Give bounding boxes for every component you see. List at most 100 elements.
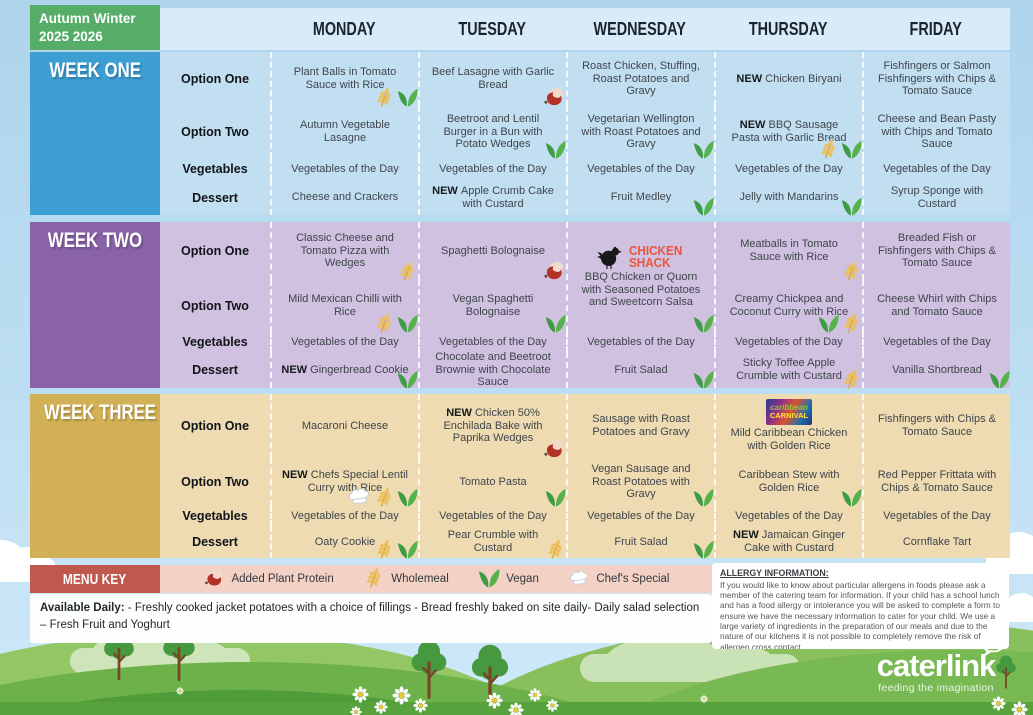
vegan-icon: [840, 195, 863, 218]
menu-item-text: Vanilla Shortbread: [892, 363, 982, 376]
tree: [468, 642, 512, 708]
row-label-option-one: Option One: [180, 244, 250, 258]
menu-cell-week2-option-two-friday: Cheese Whirl with Chips and Tomato Sauce: [862, 280, 1010, 332]
caribbean-carnival-logo: caribbean CARNIVAL: [766, 399, 812, 426]
menu-item-text: Vegetables of the Day: [883, 509, 991, 522]
menu-item-text: Beetroot and Lentil Burger in a Bun with…: [443, 112, 543, 151]
menu-key-item-vegan: Vegan: [477, 566, 539, 593]
row-label-option-one: Option One: [180, 419, 250, 433]
available-daily-label: Available Daily:: [40, 602, 125, 614]
menu-item-text: Syrup Sponge with Custard: [890, 184, 984, 210]
menu-cell-week3-dessert-wednesday: Fruit Salad: [566, 526, 714, 559]
daisy-flower: [546, 699, 559, 712]
menu-item-text: NEW Apple Crumb Cake with Custard: [432, 184, 554, 210]
menu-item-text: Chocolate and Beetroot Brownie with Choc…: [435, 350, 551, 389]
row-label-vegetables: Vegetables: [182, 335, 248, 349]
menu-item-text: NEW Gingerbread Cookie: [281, 363, 409, 376]
menu-item-text: Vegetarian Wellington with Roast Potatoe…: [581, 112, 701, 151]
menu-item-text: Vegetables of the Day: [587, 162, 695, 175]
menu-item-text: Vegan Spaghetti Bolognaise: [452, 293, 534, 318]
vegan-icon: [396, 538, 419, 561]
menu-cell-week3-vegetables-wednesday: Vegetables of the Day: [566, 506, 714, 526]
menu-cell-week2-vegetables-friday: Vegetables of the Day: [862, 332, 1010, 352]
menu-cell-week1-dessert-tuesday: NEW Apple Crumb Cake with Custard: [418, 180, 566, 215]
vegan-icon: [396, 312, 419, 335]
menu-cell-week2-option-two-tuesday: Vegan Spaghetti Bolognaise: [418, 280, 567, 335]
plant-protein-icon: [541, 259, 567, 283]
menu-cell-week2-vegetables-thursday: Vegetables of the Day: [714, 332, 862, 352]
brand-name: caterlink: [876, 648, 997, 683]
menu-cell-week2-dessert-wednesday: Fruit Salad: [566, 352, 714, 389]
menu-item-text: Plant Balls in Tomato Sauce with Rice: [293, 66, 397, 91]
vegan-icon: [396, 486, 419, 509]
menu-cell-week1-option-two-thursday: NEW BBQ Sausage Pasta with Garlic Bread: [714, 106, 862, 159]
menu-item-text: Breaded Fish or Fishfingers with Chips &…: [878, 231, 996, 270]
daisy-flower: [392, 686, 411, 705]
menu-cell-week1-vegetables-wednesday: Vegetables of the Day: [566, 158, 714, 180]
menu-item-text: Vegetables of the Day: [735, 335, 843, 348]
menu-cell-week2-dessert-tuesday: Chocolate and Beetroot Brownie with Choc…: [418, 350, 566, 389]
menu-key-item-chef-special: Chef's Special: [567, 566, 669, 593]
menu-item-text: Vegetables of the Day: [735, 162, 843, 175]
daisy-flower: [1011, 701, 1028, 715]
menu-item-text: Vegetables of the Day: [587, 335, 695, 348]
menu-cell-week1-option-two-wednesday: Vegetarian Wellington with Roast Potatoe…: [566, 106, 714, 159]
menu-cell-week3-vegetables-thursday: Vegetables of the Day: [714, 506, 862, 526]
menu-cell-week2-option-two-thursday: Creamy Chickpea and Coconut Curry with R…: [714, 280, 863, 335]
menu-cell-week3-option-one-tuesday: NEW Chicken 50% Enchilada Bake with Papr…: [418, 394, 566, 458]
daisy-flower: [528, 688, 542, 702]
title-season: Autumn Winter: [39, 11, 136, 26]
menu-item-text: Creamy Chickpea and Coconut Curry with R…: [729, 293, 849, 318]
menu-cell-week2-vegetables-monday: Vegetables of the Day: [270, 332, 418, 352]
menu-item-text: Roast Chicken, Stuffing, Roast Potatoes …: [582, 59, 700, 98]
allergy-info-title: ALLERGY INFORMATION:: [720, 568, 829, 578]
vegan-icon: [544, 138, 567, 161]
menu-item-text: Red Pepper Frittata with Chips & Tomato …: [877, 469, 997, 494]
day-header-monday: MONDAY: [312, 18, 376, 39]
vegan-icon: [544, 312, 567, 335]
menu-cell-week2-vegetables-wednesday: Vegetables of the Day: [566, 332, 714, 352]
menu-item-text: Vegetables of the Day: [291, 162, 399, 175]
chef-special-icon: [345, 484, 373, 509]
menu-cell-week3-option-one-friday: Fishfingers with Chips & Tomato Sauce: [862, 394, 1010, 458]
menu-cell-week2-option-one-tuesday: Spaghetti Bolognaise: [418, 222, 566, 280]
daisy-flower: [700, 690, 708, 703]
daisy-flower: [991, 696, 1006, 711]
menu-cell-week1-option-one-thursday: NEW Chicken Biryani: [714, 52, 862, 106]
vegan-icon: [692, 195, 715, 218]
menu-item-text: Cheese and Bean Pasty with Chips and Tom…: [877, 112, 997, 151]
menu-cell-week3-dessert-friday: Cornflake Tart: [862, 526, 1010, 558]
row-label-option-two: Option Two: [181, 125, 249, 139]
title-years: 2025 2026: [39, 29, 103, 45]
menu-cell-week1-dessert-friday: Syrup Sponge with Custard: [862, 180, 1010, 215]
menu-cell-week1-option-one-tuesday: Beef Lasagne with Garlic Bread: [418, 52, 566, 106]
menu-cell-week1-option-two-tuesday: Beetroot and Lentil Burger in a Bun with…: [418, 106, 567, 161]
menu-cell-week1-option-one-friday: Fishfingers or Salmon Fishfingers with C…: [862, 52, 1010, 106]
menu-item-text: Mild Mexican Chilli with Rice: [288, 293, 402, 318]
menu-item-text: Vegetables of the Day: [883, 335, 991, 348]
wholemeal-icon: [840, 312, 863, 335]
available-daily-panel: Available Daily: - Freshly cooked jacket…: [30, 594, 712, 643]
row-label-dessert: Dessert: [192, 535, 238, 549]
menu-cell-week3-option-two-thursday: Caribbean Stew with Golden Rice: [714, 458, 862, 507]
wholemeal-icon: [373, 486, 396, 509]
day-header-wednesday: WEDNESDAY: [593, 18, 687, 39]
menu-cell-week3-option-two-monday: NEW Chefs Special Lentil Curry with Rice: [270, 458, 419, 509]
day-header-row: MONDAY TUESDAY WEDNESDAY THURSDAY FRIDAY: [160, 8, 1010, 50]
menu-cell-week3-option-one-wednesday: Sausage with Roast Potatoes and Gravy: [566, 394, 714, 458]
menu-item-text: NEW Jamaican Ginger Cake with Custard: [733, 529, 845, 554]
menu-cell-week1-option-one-wednesday: Roast Chicken, Stuffing, Roast Potatoes …: [566, 52, 714, 106]
row-label-option-two: Option Two: [181, 299, 249, 313]
menu-item-text: Classic Cheese and Tomato Pizza with Wed…: [296, 231, 394, 270]
menu-cell-week2-vegetables-tuesday: Vegetables of the Day: [418, 332, 566, 352]
wholemeal-icon: [373, 312, 396, 335]
chef-special-icon: [567, 566, 591, 590]
row-label-vegetables: Vegetables: [182, 509, 248, 523]
menu-item-text: Fruit Salad: [614, 535, 668, 548]
menu-cell-week3-dessert-monday: Oaty Cookie: [270, 526, 419, 561]
menu-item-text: Meatballs in Tomato Sauce with Rice: [740, 238, 838, 263]
day-header-thursday: THURSDAY: [748, 18, 828, 39]
week-two-label: WEEK TWO: [30, 222, 160, 388]
row-label-option-one: Option One: [180, 72, 250, 86]
menu-cell-week2-option-two-monday: Mild Mexican Chilli with Rice: [270, 280, 419, 335]
